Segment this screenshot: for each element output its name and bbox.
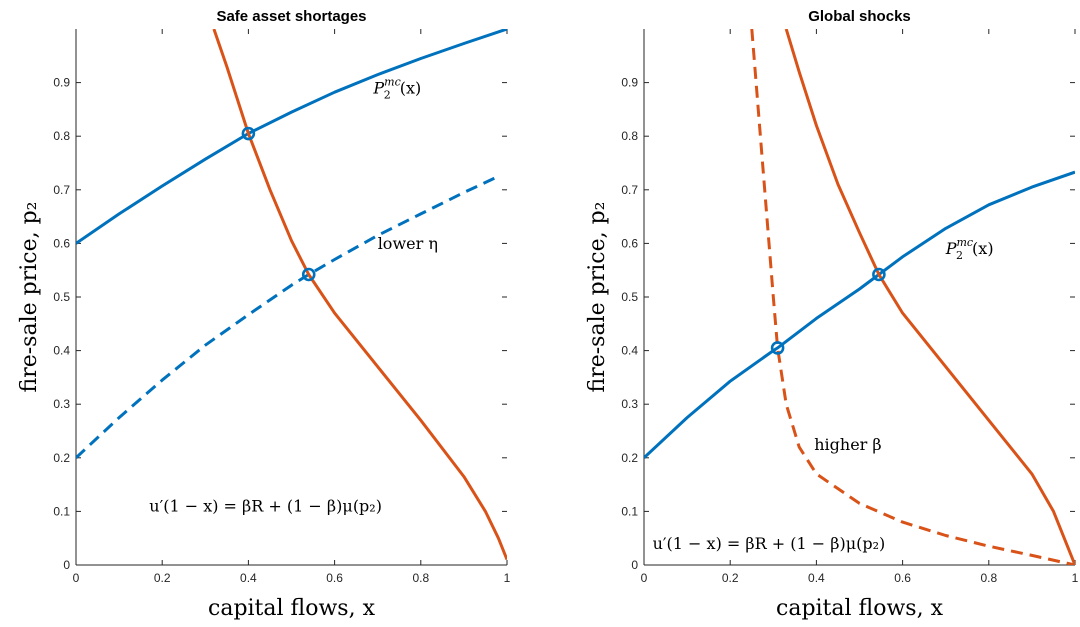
- annotation-main: P: [945, 239, 957, 258]
- y-tick-label: 0.8: [621, 129, 638, 143]
- y-tick-label: 0.3: [53, 397, 70, 411]
- x-tick-label: 0.4: [808, 571, 825, 585]
- x-tick-label: 0.6: [894, 571, 911, 585]
- x-tick-label: 0.8: [412, 571, 429, 585]
- y-tick-label: 0: [63, 558, 70, 572]
- y-axis-label: fire-sale price, p₂: [585, 202, 610, 393]
- y-tick-label: 0.4: [53, 344, 70, 358]
- y-tick-label: 0.8: [53, 129, 70, 143]
- series-line-2: [214, 29, 507, 560]
- y-tick-label: 0.1: [621, 504, 638, 518]
- y-tick-label: 0.7: [621, 183, 638, 197]
- annotation-tail: (x): [400, 78, 422, 97]
- series-line-1: [76, 176, 498, 457]
- y-tick-label: 0.2: [53, 451, 70, 465]
- x-axis-label: capital flows, x: [208, 596, 376, 621]
- x-axis-label: capital flows, x: [776, 596, 944, 621]
- series-group: [644, 29, 1075, 565]
- y-tick-label: 0.6: [621, 236, 638, 250]
- x-tick-label: 1: [1072, 571, 1079, 585]
- y-tick-label: 0.1: [53, 504, 70, 518]
- y-tick-label: 0.3: [621, 397, 638, 411]
- annotation-sub: 2: [956, 249, 963, 262]
- annotation-sup: mc: [384, 75, 401, 88]
- annotation-main: P: [372, 78, 384, 97]
- annotation: Pmc 2 (x): [372, 75, 421, 101]
- annotation-tail: (x): [972, 239, 994, 258]
- x-tick-label: 0.8: [980, 571, 997, 585]
- series-line-2: [786, 29, 1075, 565]
- annotation: u′(1 − x) = βR + (1 − β)μ(p₂): [653, 534, 886, 553]
- x-tick-label: 0: [641, 571, 648, 585]
- annotation: Pmc 2 (x): [945, 236, 994, 262]
- chart-panel-safe-asset-shortages: Safe asset shortages 0 0.2 0.4 0.6 0.8 1 0 0.1 0.…: [17, 8, 511, 621]
- x-tick-label: 0: [73, 571, 80, 585]
- chart-panel-global-shocks: Global shocks 0 0.2 0.4 0.6 0.8 1 0 0.1 0.2 0.3 0.4…: [585, 8, 1079, 621]
- x-tick-label: 0.6: [326, 571, 343, 585]
- annotation-sup: mc: [956, 236, 973, 249]
- y-tick-label: 0.4: [621, 344, 638, 358]
- y-tick-label: 0.5: [53, 290, 70, 304]
- y-tick-label: 0.6: [53, 236, 70, 250]
- annotation: lower η: [378, 234, 438, 253]
- y-tick-label: 0: [631, 558, 638, 572]
- series-line-0: [76, 29, 507, 243]
- y-tick-label: 0.9: [53, 76, 70, 90]
- annotation: higher β: [814, 435, 881, 454]
- y-tick-label: 0.2: [621, 451, 638, 465]
- y-axis-label: fire-sale price, p₂: [17, 202, 42, 393]
- y-tick-label: 0.5: [621, 290, 638, 304]
- x-tick-label: 0.2: [722, 571, 739, 585]
- series-line-1: [752, 29, 1075, 565]
- x-tick-label: 0.2: [154, 571, 171, 585]
- chart-title: Global shocks: [808, 8, 911, 25]
- series-line-0: [644, 172, 1075, 458]
- y-tick-label: 0.9: [621, 76, 638, 90]
- x-tick-label: 1: [504, 571, 511, 585]
- x-tick-label: 0.4: [240, 571, 257, 585]
- chart-title: Safe asset shortages: [216, 8, 366, 25]
- y-tick-label: 0.7: [53, 183, 70, 197]
- annotation-sub: 2: [384, 88, 391, 101]
- annotation: u′(1 − x) = βR + (1 − β)μ(p₂): [149, 496, 382, 515]
- series-group: [76, 29, 507, 560]
